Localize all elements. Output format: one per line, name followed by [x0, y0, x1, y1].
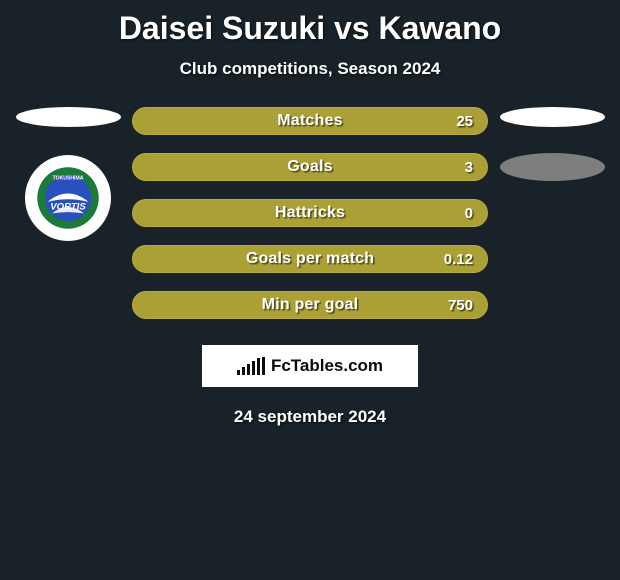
brand-bar-segment: [242, 367, 245, 375]
brand-bar-segment: [252, 361, 255, 375]
stat-value: 3: [465, 159, 473, 176]
team-badge-icon: TOKUSHIMA VORTIS: [36, 166, 100, 230]
stat-bar-matches: Matches25: [132, 107, 488, 135]
right-ellipse-1: [500, 107, 605, 127]
brand-bar-segment: [257, 358, 260, 375]
stat-label: Matches: [133, 112, 487, 130]
right-ellipse-2: [500, 153, 605, 181]
stat-label: Hattricks: [133, 204, 487, 222]
left-column: TOKUSHIMA VORTIS: [8, 107, 128, 319]
stat-bar-min-per-goal: Min per goal750: [132, 291, 488, 319]
stat-bar-goals: Goals3: [132, 153, 488, 181]
right-column: [492, 107, 612, 319]
stat-label: Goals per match: [133, 250, 487, 268]
stat-value: 750: [448, 297, 473, 314]
brand-bar-segment: [262, 357, 265, 375]
stat-bar-hattricks: Hattricks0: [132, 199, 488, 227]
svg-text:TOKUSHIMA: TOKUSHIMA: [53, 175, 84, 181]
svg-text:VORTIS: VORTIS: [50, 202, 86, 213]
brand-text: FcTables.com: [271, 356, 383, 376]
stat-label: Min per goal: [133, 296, 487, 314]
brand-bar-segment: [247, 364, 250, 375]
main-layout: TOKUSHIMA VORTIS Matches25 Goals3 Hattrick…: [0, 107, 620, 319]
subtitle: Club competitions, Season 2024: [0, 59, 620, 79]
stat-bar-goals-per-match: Goals per match0.12: [132, 245, 488, 273]
left-ellipse-1: [16, 107, 121, 127]
page-title: Daisei Suzuki vs Kawano: [0, 0, 620, 47]
brand-box: FcTables.com: [202, 345, 418, 387]
brand-bar-segment: [237, 370, 240, 375]
stat-label: Goals: [133, 158, 487, 176]
stat-value: 0.12: [444, 251, 473, 268]
stat-value: 25: [456, 113, 473, 130]
brand-bars-icon: [237, 357, 265, 375]
stat-value: 0: [465, 205, 473, 222]
team-badge: TOKUSHIMA VORTIS: [25, 155, 111, 241]
stats-column: Matches25 Goals3 Hattricks0 Goals per match…: [128, 107, 492, 319]
date-text: 24 september 2024: [0, 407, 620, 427]
